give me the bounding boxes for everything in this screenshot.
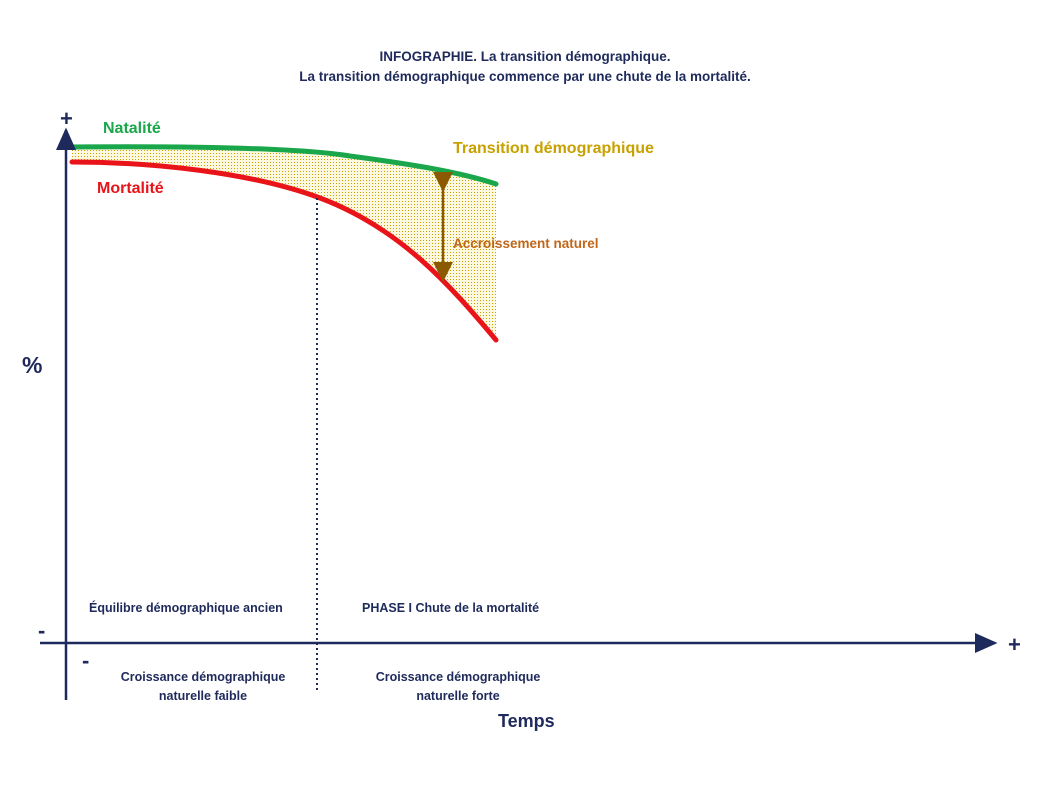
x-axis-minus: - [82,648,90,673]
mortalite-curve [69,159,499,343]
transition-label: Transition démographique [453,140,654,157]
y-axis-label: % [22,352,43,378]
title-line-1: INFOGRAPHIE. La transition démographique… [379,49,671,64]
natalite-label: Natalité [103,120,161,137]
phase1-growth: Croissance démographique naturelle forte [358,668,558,706]
accroissement-label: Accroissement naturel [453,236,599,251]
natural-growth-area [72,146,496,340]
title-line-2: La transition démographique commence par… [299,69,751,84]
mortalite-label: Mortalité [97,180,164,197]
y-axis-minus: - [38,618,46,643]
phase0-growth: Croissance démographique naturelle faibl… [103,668,303,706]
x-axis-plus: + [1008,632,1021,657]
y-axis-plus: + [60,106,73,131]
phase1-title: PHASE I Chute de la mortalité [362,601,540,615]
x-axis-label: Temps [498,711,555,731]
phase1-growth-line1: Croissance démographique [375,670,541,684]
phase0-title: Équilibre démographique ancien [89,601,283,615]
phase0-growth-line2: naturelle faible [158,689,248,703]
phase0-growth-line1: Croissance démographique [120,670,286,684]
phase1-growth-line2: naturelle forte [416,689,500,703]
